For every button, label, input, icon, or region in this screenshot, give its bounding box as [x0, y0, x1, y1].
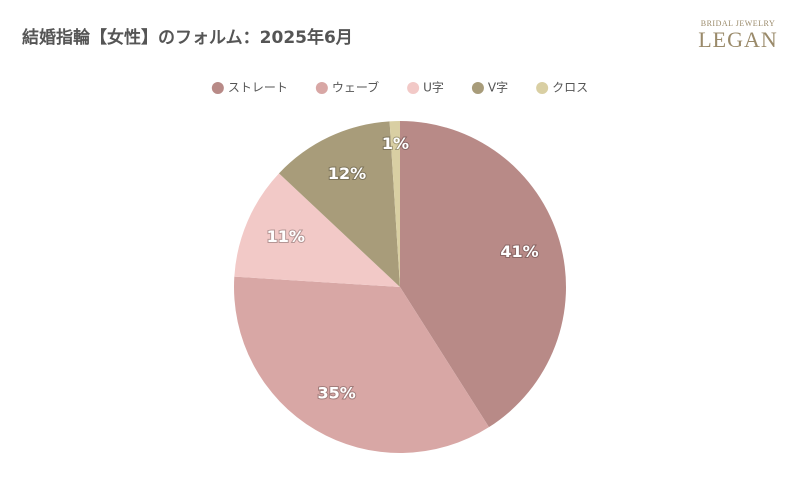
legend-swatch	[211, 82, 224, 94]
data-label: 1%	[382, 134, 409, 153]
legend-swatch	[471, 82, 484, 94]
chart-title: 結婚指輪【女性】のフォルム：2025年6月	[22, 27, 353, 48]
data-label: 41%	[500, 242, 538, 261]
legend: ストレート ウェーブ U字 V字 クロス	[211, 80, 588, 95]
logo-tagline: BRIDAL JEWELRY	[701, 19, 775, 28]
legend-swatch	[407, 82, 420, 94]
legend-label: ウェーブ	[332, 80, 379, 95]
legend-label: V字	[488, 80, 508, 95]
logo-name: LEGAN	[698, 27, 778, 52]
pie-slice	[278, 121, 400, 287]
pie-slice	[234, 276, 489, 453]
legend-label: ストレート	[228, 81, 288, 95]
pie-slice	[389, 121, 400, 287]
legend-swatch	[536, 82, 549, 94]
pie: 41% 35% 11% 12% 1%	[234, 121, 566, 453]
pie-slice	[234, 173, 400, 287]
data-label: 11%	[267, 227, 305, 246]
pie-slice	[400, 121, 566, 428]
data-label: 12%	[328, 164, 366, 183]
legend-label: U字	[423, 80, 444, 95]
data-label: 35%	[317, 384, 355, 403]
legend-label: クロス	[552, 81, 588, 95]
legend-swatch	[315, 82, 328, 94]
